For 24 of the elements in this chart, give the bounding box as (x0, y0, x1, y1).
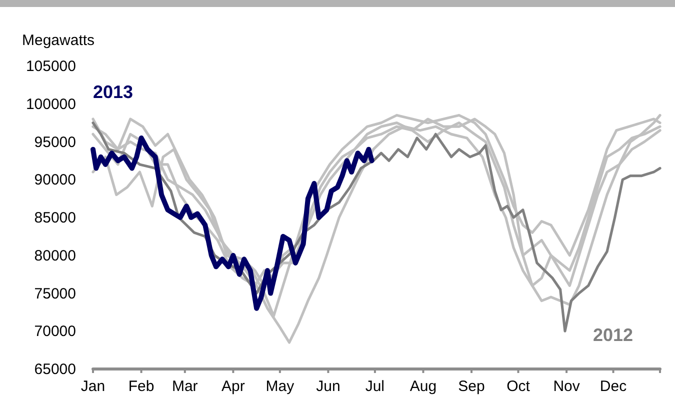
y-tick-label: 100000 (26, 96, 76, 113)
x-tick-label: Feb (128, 378, 154, 395)
x-tick-label: Jan (80, 378, 106, 395)
x-tick-label: Dec (600, 378, 628, 395)
y-tick-label: 105000 (26, 58, 76, 75)
y-tick-label: 95000 (34, 134, 76, 151)
y-tick-label: 90000 (34, 172, 76, 189)
series-label: 2012 (592, 325, 634, 346)
x-tick-label: Sep (458, 378, 485, 395)
x-tick-label: Nov (553, 378, 580, 395)
y-tick-label: 80000 (34, 247, 76, 264)
x-tick-label: Aug (410, 378, 437, 395)
y-tick-label: 75000 (34, 285, 76, 302)
x-tick-label: May (266, 378, 295, 395)
x-tick-label: Jun (316, 378, 340, 395)
x-tick-label: Jul (365, 378, 385, 395)
y-tick-label: 85000 (34, 210, 76, 226)
x-tick-label: Oct (506, 378, 531, 395)
text: 2013 (93, 82, 134, 102)
y-tick-label: 70000 (34, 323, 76, 340)
x-tick-label: Mar (172, 378, 198, 395)
y-axis-title: Megawatts (22, 32, 95, 49)
x-tick-label: Apr (222, 378, 245, 395)
y-tick-label: 65000 (34, 361, 76, 378)
